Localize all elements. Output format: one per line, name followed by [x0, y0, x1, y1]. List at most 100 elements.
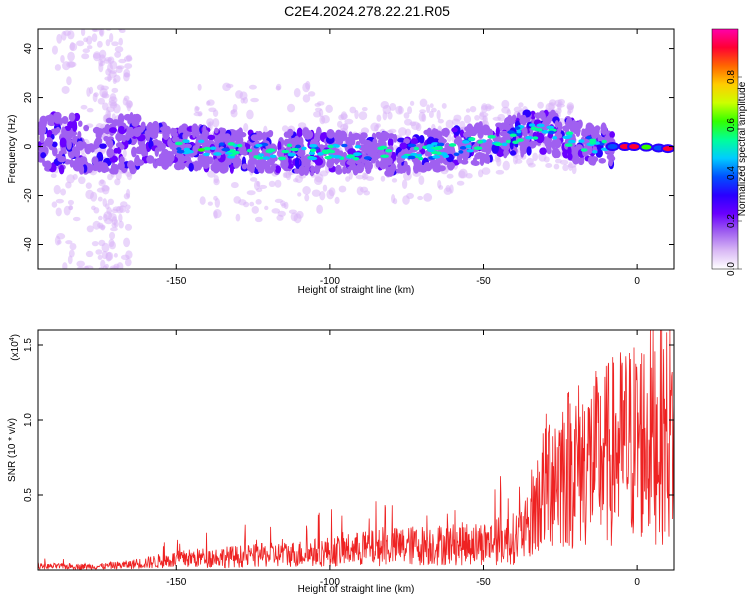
spectrogram-cell — [319, 115, 326, 125]
spectrogram-cell — [407, 106, 413, 115]
spectrogram-cell — [309, 148, 317, 153]
spectrogram-cell — [112, 4, 120, 10]
spectrogram-cell — [54, 64, 62, 71]
colorbar-tick-label: 0.4 — [726, 166, 737, 180]
spectrogram-cell — [541, 112, 546, 122]
spectrogram-cell — [91, 205, 96, 211]
spectrogram-cell — [362, 172, 367, 181]
spectrogram-cell — [334, 196, 340, 205]
spectrogram-cell — [81, 18, 86, 25]
spectrogram-cell — [203, 152, 210, 157]
spectrogram-cell — [559, 159, 569, 165]
spectrogram-cell — [324, 155, 332, 160]
spectrogram-cell — [479, 143, 488, 152]
snr-exponent-power: 4 — [9, 337, 16, 341]
spectrogram-cell — [589, 141, 596, 145]
spectrogram-cell — [225, 83, 234, 88]
spectrogram-cell — [69, 42, 78, 52]
spectrogram-cell — [607, 144, 618, 150]
snr-exponent-close: ) — [10, 334, 21, 337]
spectrogram-cell — [462, 140, 470, 144]
spectrogram-cell — [553, 138, 562, 149]
spectrogram-cell — [295, 174, 303, 184]
spectrogram-cell — [275, 85, 281, 91]
spectrogram-cell — [311, 189, 321, 197]
spectrogram-cell — [380, 154, 390, 159]
spectrogram-cell — [116, 18, 123, 24]
spectrogram-cell — [332, 143, 338, 148]
spectrogram-cell — [294, 157, 300, 168]
spectrogram-cell — [38, 127, 43, 133]
spectrogram-cell — [289, 137, 298, 146]
spectrogram-cell — [111, 163, 120, 172]
spectrogram-cell — [556, 107, 562, 115]
spectrogram-cell — [342, 165, 347, 175]
spectrogram-cell — [528, 123, 536, 127]
spectrogram-cell — [50, 173, 57, 179]
spectrogram-cell — [97, 215, 103, 221]
spectrogram-cell — [134, 155, 141, 167]
spectrogram-cell — [336, 120, 343, 128]
spectrogram-cell — [98, 19, 102, 25]
spectrogram-cell — [124, 223, 133, 231]
spectrogram-cell — [495, 169, 505, 175]
spectrogram-cell — [249, 177, 258, 182]
spectrogram-cell — [288, 152, 295, 157]
spectrogram-cell — [264, 205, 269, 211]
spectrogram-cell — [67, 61, 77, 68]
spectrogram-cell — [419, 98, 428, 108]
spectrogram-cell — [487, 135, 496, 139]
spectrogram-cell — [512, 140, 519, 145]
spectrogram-cell — [589, 138, 597, 143]
spectrogram-cell — [102, 279, 111, 287]
spectrogram-cell — [442, 154, 450, 159]
spectrogram-cell — [363, 156, 372, 160]
spectrogram-cell — [308, 151, 316, 156]
spectrogram-cell — [465, 144, 472, 149]
spectrogram-cell — [456, 180, 465, 186]
spectrogram-cell — [76, 22, 82, 26]
spectrogram-cell — [407, 143, 417, 148]
spectrogram-cell — [334, 156, 339, 166]
spectrogram-cell — [246, 190, 256, 196]
spectrogram-cell — [95, 127, 104, 136]
spectrogram-blobs — [38, 4, 674, 287]
snr-line — [38, 330, 674, 570]
spectrogram-cell — [174, 141, 183, 146]
spectrogram-cell — [392, 144, 398, 151]
spectrogram-cell — [56, 33, 63, 44]
spectrogram-cell — [99, 179, 105, 185]
spectrogram-cell — [198, 139, 205, 144]
spectrogram-cell — [587, 148, 593, 155]
spectrogram-cell — [318, 108, 324, 118]
spectrogram-cell — [246, 148, 253, 153]
spectrogram-cell — [594, 126, 600, 136]
spectrogram-cell — [446, 161, 456, 170]
spectrogram-cell — [577, 119, 583, 129]
snr-frame — [37, 329, 675, 571]
spectrogram-cell — [114, 45, 124, 53]
spectrogram-cell — [353, 152, 362, 156]
spectrogram-cell — [117, 269, 124, 278]
spectrogram-cell — [344, 118, 354, 125]
spectrogram-cell — [526, 146, 532, 156]
spectrogram-cell — [78, 120, 83, 127]
spectrogram-cell — [567, 139, 576, 144]
spectrogram-cell — [509, 150, 517, 156]
spectrogram-cell — [375, 131, 382, 138]
spectrogram-cell — [465, 173, 473, 179]
spectrogram-cell — [387, 137, 394, 148]
spectrogram-cell — [426, 104, 431, 114]
spectrogram-cell — [82, 48, 91, 54]
spectrogram-cell — [356, 186, 364, 196]
x-tick-label: 0 — [634, 276, 640, 287]
spectrogram-cell — [126, 102, 132, 112]
spectrogram-cell — [316, 134, 321, 142]
spectrogram-cell — [328, 149, 336, 154]
spectrogram-cell — [501, 106, 510, 114]
spectrogram-cell — [96, 187, 106, 193]
spectrogram-cell — [433, 165, 442, 173]
spectrogram-cell — [234, 157, 242, 166]
spectrogram-cell — [66, 139, 72, 150]
spectrogram-cell — [40, 152, 47, 159]
